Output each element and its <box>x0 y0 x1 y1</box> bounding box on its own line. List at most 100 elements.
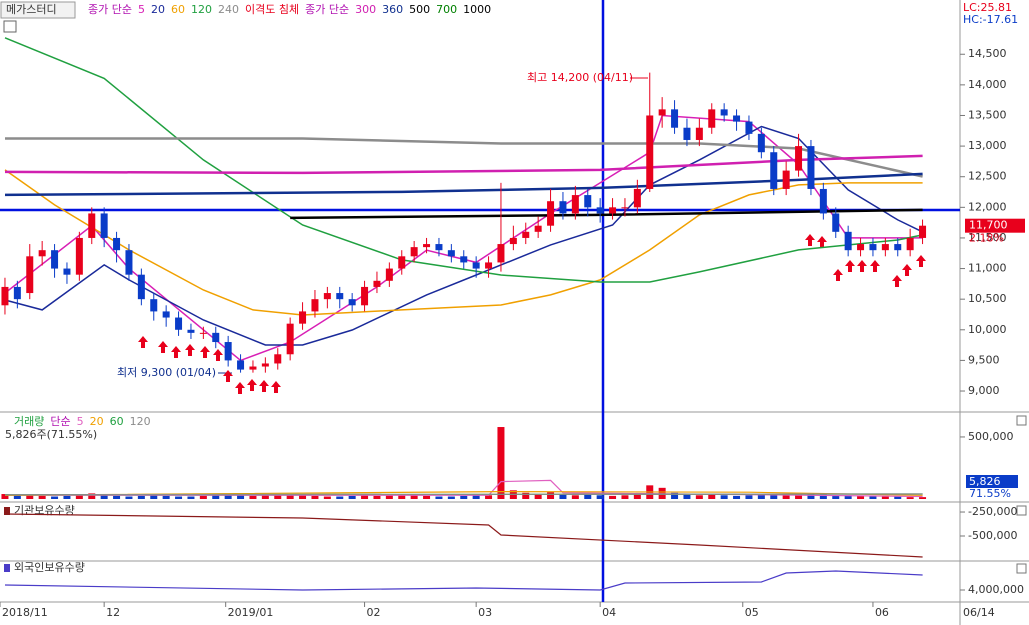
volume-bar <box>249 495 257 499</box>
x-tick-label: 03 <box>478 606 492 619</box>
volume-bar <box>857 495 865 499</box>
y-tick-label: 14,000 <box>968 78 1007 91</box>
candle-body <box>447 250 455 257</box>
volume-bar <box>162 495 170 499</box>
volume-bar <box>137 495 145 499</box>
volume-bar <box>348 495 356 499</box>
candle-body <box>497 244 505 263</box>
candle-body <box>819 188 827 214</box>
candle-body <box>770 152 778 189</box>
candle-body <box>75 237 83 275</box>
legend-entry: 60 <box>110 415 124 428</box>
x-tick-label: 2019/01 <box>228 606 274 619</box>
volume-bar <box>113 495 121 499</box>
candle-body <box>720 109 728 116</box>
candle-body <box>460 256 468 263</box>
volume-bar <box>534 494 542 499</box>
candle-body <box>63 268 71 275</box>
volume-bar <box>584 494 592 499</box>
line-series <box>4 172 923 197</box>
volume-bar <box>559 494 567 499</box>
volume-bar <box>373 495 381 499</box>
volume-bar <box>212 495 220 499</box>
volume-bar <box>683 494 691 499</box>
volume-bar <box>51 496 59 499</box>
volume-bar <box>596 495 604 499</box>
volume-bar <box>757 494 765 499</box>
y-tick-label: -250,000 <box>968 505 1017 518</box>
volume-bar <box>13 495 21 499</box>
volume-bar <box>881 496 889 499</box>
legend-label: 거래량 <box>14 415 44 428</box>
close-button[interactable] <box>1016 415 1027 426</box>
candle-body <box>485 262 493 269</box>
volume-bar <box>795 494 803 499</box>
volume-last-label: 5,826 <box>969 475 1001 488</box>
legend-entry: 300 <box>355 3 376 16</box>
volume-bar <box>460 495 468 499</box>
candle-body <box>373 280 381 287</box>
volume-bar <box>75 495 83 499</box>
candle-body <box>51 250 59 269</box>
candle-body <box>26 256 34 294</box>
candle-body <box>224 342 232 361</box>
x-tick-label: 04 <box>602 606 616 619</box>
line-series <box>4 570 923 591</box>
volume-bar <box>919 497 927 499</box>
candle-body <box>398 256 406 269</box>
candle-body <box>311 299 319 312</box>
candle-body <box>782 170 790 189</box>
volume-bar <box>361 495 369 499</box>
line-series <box>4 154 923 175</box>
candle-body <box>361 286 369 306</box>
menu-icon[interactable] <box>3 20 17 33</box>
last-price-box <box>965 218 1025 233</box>
volume-bar <box>38 495 46 499</box>
candle-body <box>38 250 46 257</box>
candle-body <box>881 244 889 251</box>
candle-body <box>323 293 331 300</box>
y-tick-label: 10,000 <box>968 323 1007 336</box>
high-annotation: 최고 14,200 (04/11) <box>527 71 633 84</box>
volume-bar <box>832 495 840 499</box>
volume-bar <box>274 494 282 499</box>
close-button[interactable] <box>1016 505 1027 516</box>
volume-bar <box>125 496 133 499</box>
legend-entry: 500 <box>409 3 430 16</box>
candle-body <box>472 262 480 269</box>
candle-body <box>88 213 96 238</box>
candle-body <box>547 201 555 226</box>
volume-bar <box>745 495 753 499</box>
hc-label: HC:-17.61 <box>963 13 1018 26</box>
volume-last-box <box>966 475 1018 488</box>
close-button[interactable] <box>1016 563 1027 574</box>
candle-body <box>187 329 195 333</box>
candle-body <box>435 244 443 251</box>
volume-bar <box>435 496 443 499</box>
candle-body <box>658 109 666 116</box>
last-price-label: 11,700 <box>969 219 1008 232</box>
candle-body <box>423 244 431 248</box>
volume-bar <box>770 494 778 499</box>
volume-bar <box>299 495 307 499</box>
signal-label: 이격도 침체 <box>245 3 299 16</box>
volume-bar <box>150 495 158 499</box>
volume-bar <box>224 494 232 499</box>
panel-title: 외국인보유수량 <box>14 561 85 574</box>
y-tick-label: 12,000 <box>968 200 1007 213</box>
volume-bar <box>398 494 406 499</box>
volume-bar <box>88 493 96 499</box>
volume-bar <box>720 495 728 499</box>
volume-bar <box>410 495 418 499</box>
legend-entry: 700 <box>436 3 457 16</box>
line-series <box>5 137 923 178</box>
candle-body <box>509 237 517 245</box>
y-tick-label: 12,500 <box>968 170 1007 183</box>
volume-ratio: 71.55% <box>969 487 1011 500</box>
stock-box[interactable] <box>0 1 76 19</box>
candle-body <box>857 244 865 251</box>
legend-label: 종가 단순 <box>88 3 132 16</box>
panel-icon <box>4 507 10 515</box>
